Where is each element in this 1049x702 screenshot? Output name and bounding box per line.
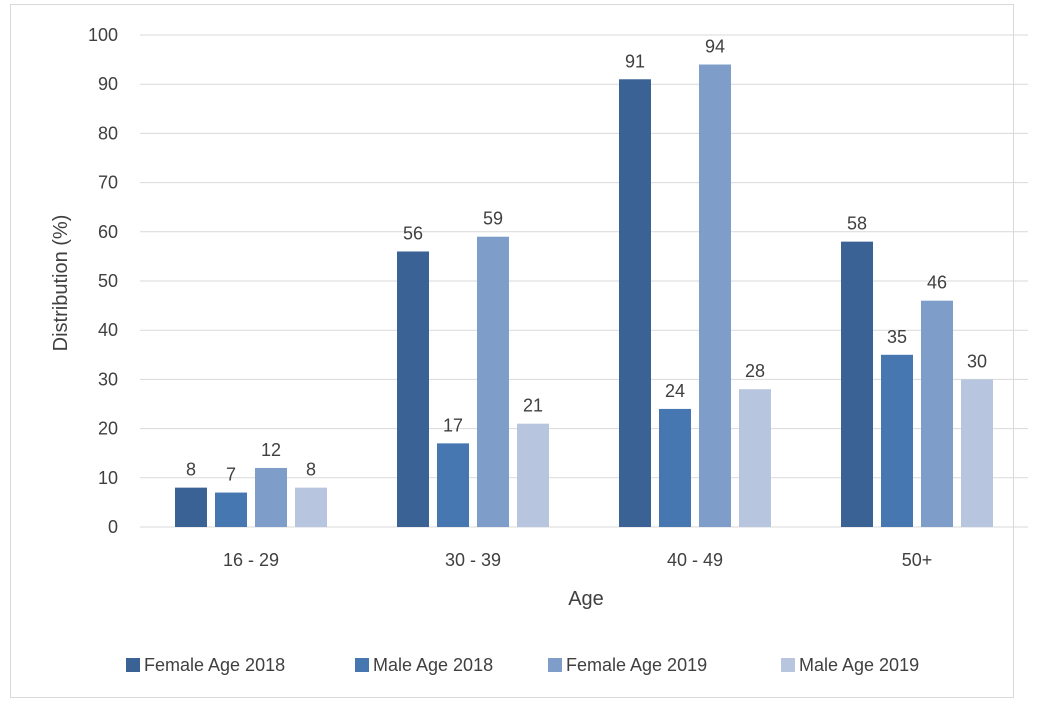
bar [921, 300, 953, 527]
data-label: 24 [665, 381, 685, 401]
bar [175, 487, 207, 527]
legend-swatch [355, 658, 369, 672]
y-tick-label: 0 [108, 517, 118, 537]
legend-swatch [126, 658, 140, 672]
x-tick-label: 50+ [902, 550, 933, 570]
bar [397, 251, 429, 528]
data-label: 30 [967, 351, 987, 371]
data-label: 91 [625, 51, 645, 71]
y-tick-label: 10 [98, 468, 118, 488]
y-tick-label: 40 [98, 320, 118, 340]
bar [699, 64, 731, 528]
gridlines [140, 34, 1028, 528]
bar [961, 379, 993, 527]
data-label: 8 [186, 460, 196, 480]
bar [295, 487, 327, 527]
data-label: 94 [705, 37, 725, 57]
y-tick-label: 90 [98, 74, 118, 94]
data-label: 8 [306, 460, 316, 480]
bars [175, 64, 993, 528]
legend-label: Male Age 2019 [799, 655, 919, 675]
x-axis-ticks: 16 - 29 30 - 39 40 - 49 50+ [223, 550, 932, 570]
data-label: 59 [483, 209, 503, 229]
legend-label: Female Age 2018 [144, 655, 285, 675]
data-label: 28 [745, 361, 765, 381]
legend-label: Male Age 2018 [373, 655, 493, 675]
legend-swatch [781, 658, 795, 672]
x-tick-label: 16 - 29 [223, 550, 279, 570]
data-label: 56 [403, 223, 423, 243]
bar [619, 79, 651, 527]
y-tick-label: 70 [98, 173, 118, 193]
y-axis-ticks: 0 10 20 30 40 50 60 70 80 90 100 [88, 25, 118, 537]
y-tick-label: 100 [88, 25, 118, 45]
bar [659, 408, 691, 527]
bar [255, 467, 287, 527]
data-label: 46 [927, 273, 947, 293]
data-label: 35 [887, 327, 907, 347]
bar [841, 241, 873, 527]
bar [215, 492, 247, 527]
legend: Female Age 2018 Male Age 2018 Female Age 2… [126, 655, 919, 675]
y-tick-label: 50 [98, 271, 118, 291]
x-tick-label: 30 - 39 [445, 550, 501, 570]
legend-label: Female Age 2019 [566, 655, 707, 675]
data-label: 12 [261, 440, 281, 460]
x-tick-label: 40 - 49 [667, 550, 723, 570]
y-tick-label: 30 [98, 369, 118, 389]
y-tick-label: 80 [98, 123, 118, 143]
data-label: 58 [847, 214, 867, 234]
bar [517, 423, 549, 527]
y-tick-label: 60 [98, 222, 118, 242]
bar [739, 389, 771, 527]
data-label: 17 [443, 415, 463, 435]
data-label: 7 [226, 465, 236, 485]
legend-swatch [548, 658, 562, 672]
data-label: 21 [523, 396, 543, 416]
bar [437, 443, 469, 527]
y-axis-title: Distribution (%) [50, 215, 72, 352]
data-labels: 8 7 12 8 56 17 59 21 91 24 94 28 58 35 46 30 [186, 37, 987, 485]
x-axis-title: Age [568, 588, 604, 610]
y-tick-label: 20 [98, 419, 118, 439]
bar [477, 236, 509, 527]
bar [881, 354, 913, 527]
